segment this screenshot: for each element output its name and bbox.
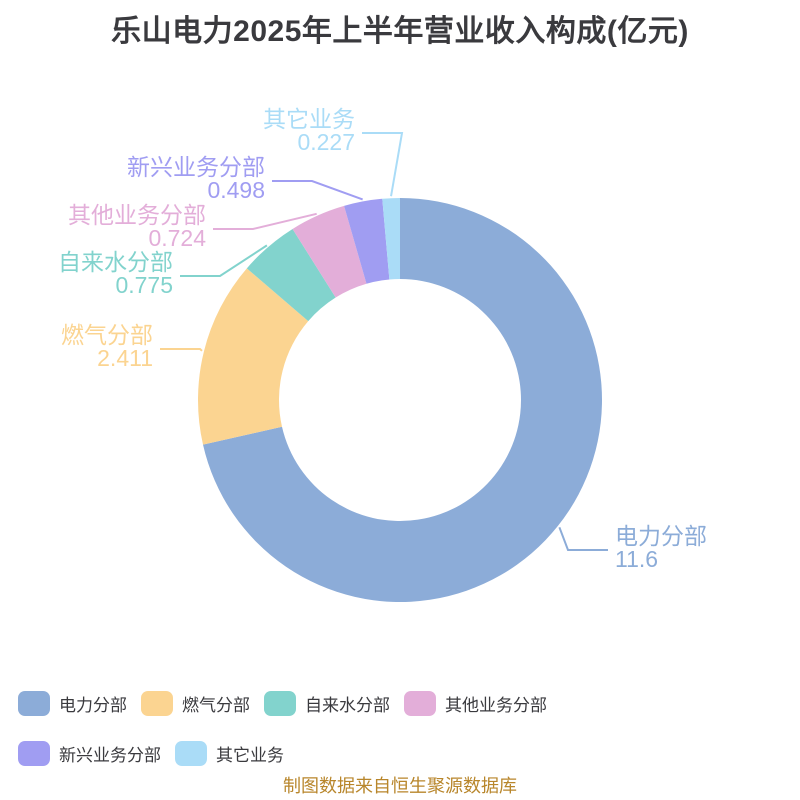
label-leader-line-4	[272, 180, 363, 201]
label-leader-line-5	[362, 132, 404, 197]
donut-slice-1[interactable]	[198, 268, 309, 445]
slice-name-1: 燃气分部	[61, 322, 153, 348]
legend-label-3: 其他业务分部	[445, 696, 547, 715]
slice-value-5: 0.227	[297, 129, 355, 155]
slice-value-1: 2.411	[97, 345, 153, 371]
label-leader-line-3	[213, 212, 317, 230]
legend-label-4: 新兴业务分部	[59, 746, 161, 765]
donut-slice-2[interactable]	[246, 228, 336, 322]
legend-label-0: 电力分部	[59, 696, 127, 715]
legend-item-4[interactable]: 新兴业务分部	[18, 741, 161, 766]
legend-row-2: 新兴业务分部 其它业务	[18, 741, 788, 766]
legend-swatch-1	[141, 691, 173, 716]
slice-name-2: 自来水分部	[58, 249, 173, 275]
donut-slice-3[interactable]	[292, 205, 367, 298]
chart-legend: 电力分部 燃气分部 自来水分部 其他业务分部 新兴业务分部 其它业务	[18, 691, 788, 791]
slice-name-3: 其他业务分部	[68, 202, 206, 228]
legend-row-1: 电力分部 燃气分部 自来水分部 其他业务分部	[18, 691, 788, 716]
legend-swatch-3	[404, 691, 436, 716]
legend-label-5: 其它业务	[216, 746, 284, 765]
legend-label-2: 自来水分部	[305, 696, 390, 715]
donut-slice-0[interactable]	[203, 198, 602, 602]
donut-slice-4[interactable]	[344, 198, 390, 284]
legend-label-1: 燃气分部	[182, 696, 250, 715]
legend-swatch-2	[264, 691, 296, 716]
slice-name-4: 新兴业务分部	[127, 154, 265, 180]
slice-name-5: 其它业务	[263, 106, 355, 132]
legend-swatch-0	[18, 691, 50, 716]
legend-item-1[interactable]: 燃气分部	[141, 691, 250, 716]
slice-value-0: 11.6	[615, 546, 658, 572]
slice-value-2: 0.775	[115, 272, 173, 298]
label-leader-line-1	[160, 348, 203, 352]
footer-note: 制图数据来自恒生聚源数据库	[283, 776, 517, 796]
slice-value-4: 0.498	[207, 177, 265, 203]
label-leader-line-0	[558, 526, 608, 551]
donut-slice-5[interactable]	[382, 198, 400, 280]
chart-title: 乐山电力2025年上半年营业收入构成(亿元)	[111, 15, 689, 48]
legend-item-5[interactable]: 其它业务	[175, 741, 284, 766]
slice-name-0: 电力分部	[615, 523, 707, 549]
slice-value-3: 0.724	[148, 225, 206, 251]
legend-item-2[interactable]: 自来水分部	[264, 691, 390, 716]
legend-item-3[interactable]: 其他业务分部	[404, 691, 547, 716]
legend-item-0[interactable]: 电力分部	[18, 691, 127, 716]
legend-swatch-4	[18, 741, 50, 766]
label-leader-line-2	[180, 244, 268, 277]
legend-swatch-5	[175, 741, 207, 766]
